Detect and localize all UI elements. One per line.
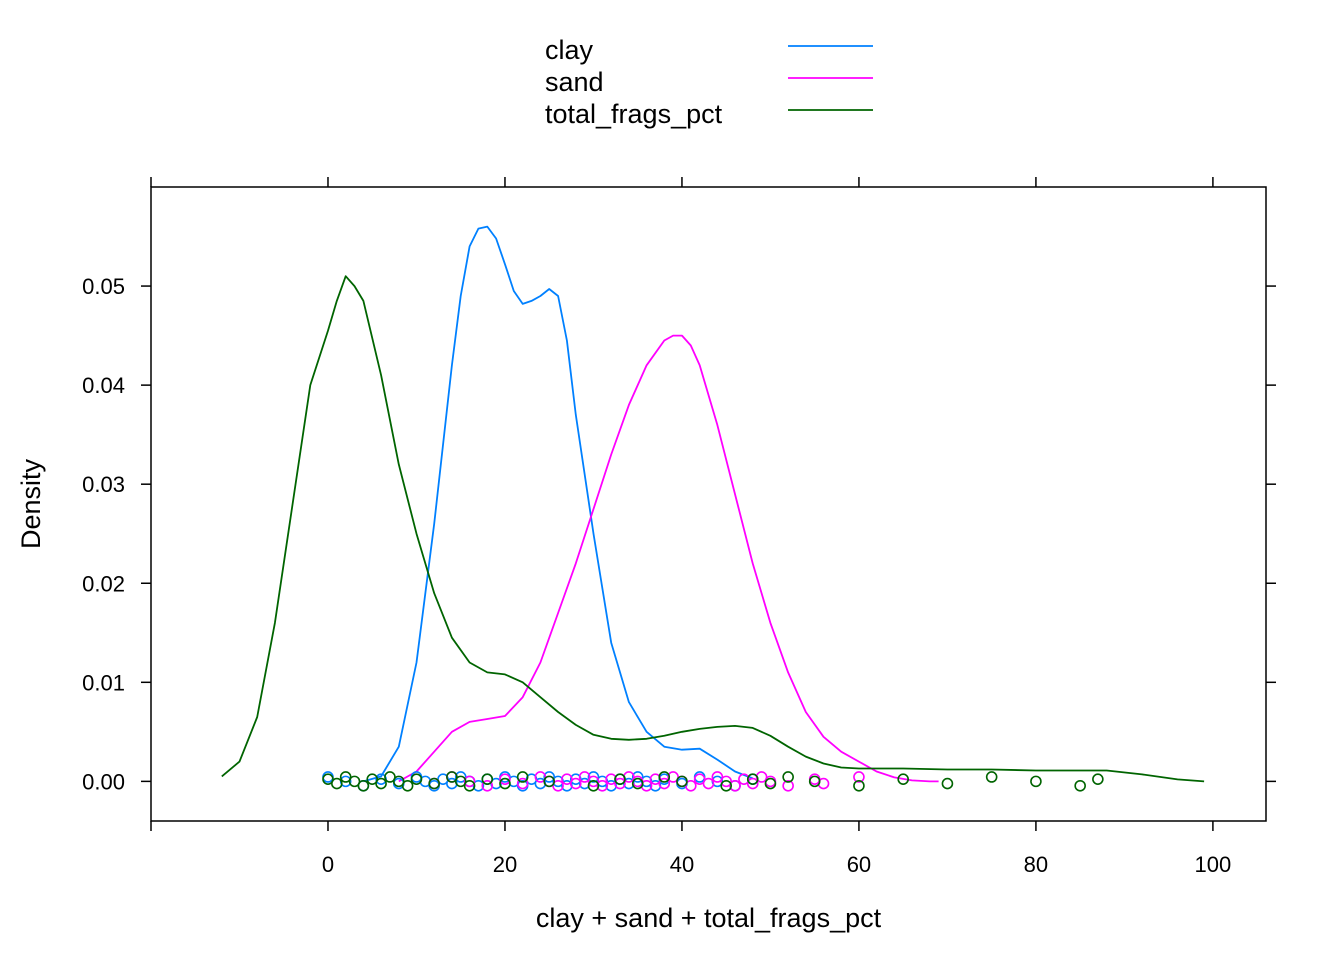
rug-point <box>746 773 759 785</box>
rug-point <box>596 779 609 792</box>
rug-point <box>667 771 679 783</box>
y-tick-label: 0.02 <box>82 571 125 596</box>
rug-point <box>746 777 759 790</box>
rug-point <box>1074 779 1086 792</box>
rug-point <box>764 777 777 790</box>
x-tick-label: 100 <box>1195 852 1232 877</box>
rug-point <box>339 771 352 783</box>
x-axis-label: clay + sand + total_frags_pct <box>536 903 882 933</box>
y-tick-label: 0.05 <box>82 274 125 299</box>
rug-point <box>428 777 440 790</box>
rug-point <box>392 775 405 788</box>
rug-point <box>853 779 865 792</box>
series-line <box>363 225 754 783</box>
x-tick-label: 0 <box>322 852 334 877</box>
rug-point <box>605 773 617 785</box>
x-tick-label: 20 <box>493 852 517 877</box>
legend-label: total_frags_pct <box>545 99 723 129</box>
rug-point <box>463 779 476 792</box>
rug-point <box>985 771 998 783</box>
rug-point <box>463 775 476 788</box>
rug-point <box>782 771 794 783</box>
x-tick-label: 80 <box>1024 852 1048 877</box>
rug-point <box>614 773 626 785</box>
axis-ticks: 0 20 40 60 80 100 0.00 0.01 0.02 0.03 0.04 0.05 <box>82 177 1276 877</box>
rug-point <box>446 771 458 783</box>
rug-point <box>720 779 732 792</box>
rug-point <box>614 777 626 790</box>
rug-point <box>348 775 361 788</box>
rug-point <box>685 779 697 792</box>
series-lines <box>221 225 1205 783</box>
series-points <box>322 771 1104 792</box>
rug-point <box>1092 773 1104 785</box>
rug-point <box>375 777 387 790</box>
rug-point <box>454 771 467 783</box>
rug-point <box>693 773 706 785</box>
rug-point <box>569 777 582 790</box>
rug-point <box>720 775 732 788</box>
rug-point <box>578 771 591 783</box>
rug-point <box>516 777 529 790</box>
rug-point <box>331 777 343 790</box>
rug-point <box>587 771 600 783</box>
rug-point <box>357 779 370 792</box>
rug-point <box>384 771 396 783</box>
rug-point <box>322 773 334 785</box>
rug-point <box>738 773 750 785</box>
y-tick-label: 0.03 <box>82 472 125 497</box>
rug-point <box>410 773 423 785</box>
rug-point <box>587 775 600 788</box>
rug-point <box>516 771 529 783</box>
rug-point <box>711 771 724 783</box>
rug-point <box>676 775 688 788</box>
rug-point <box>941 777 954 790</box>
rug-point <box>808 775 821 788</box>
rug-point <box>782 779 794 792</box>
y-tick-label: 0.01 <box>82 670 125 695</box>
rug-point <box>897 773 909 785</box>
rug-point <box>729 779 741 792</box>
series-line <box>398 334 939 783</box>
rug-point <box>658 777 671 790</box>
rug-point <box>853 771 865 783</box>
legend-label: clay <box>545 35 594 65</box>
rug-point <box>366 773 379 785</box>
rug-point <box>472 779 485 792</box>
y-tick-label: 0.00 <box>82 769 125 794</box>
rug-point <box>702 777 715 790</box>
rug-point <box>401 779 414 792</box>
rug-point <box>454 775 467 788</box>
rug-point <box>499 773 511 785</box>
plot-frame <box>150 186 1267 822</box>
y-axis-label: Density <box>16 458 46 549</box>
rug-point <box>1030 775 1042 788</box>
x-tick-label: 40 <box>670 852 694 877</box>
x-tick-label: 60 <box>847 852 871 877</box>
series-line <box>221 275 1205 783</box>
rug-point <box>499 777 511 790</box>
legend-label: sand <box>545 67 604 97</box>
y-tick-label: 0.04 <box>82 373 125 398</box>
rug-point <box>552 779 564 792</box>
rug-point <box>631 771 644 783</box>
rug-point <box>543 775 556 788</box>
rug-point <box>543 771 556 783</box>
rug-point <box>481 773 494 785</box>
rug-point <box>631 777 644 790</box>
rug-point <box>561 773 573 785</box>
rug-point <box>658 771 671 783</box>
rug-point <box>587 779 600 792</box>
rug-point <box>534 771 547 783</box>
rug-point <box>481 779 494 792</box>
